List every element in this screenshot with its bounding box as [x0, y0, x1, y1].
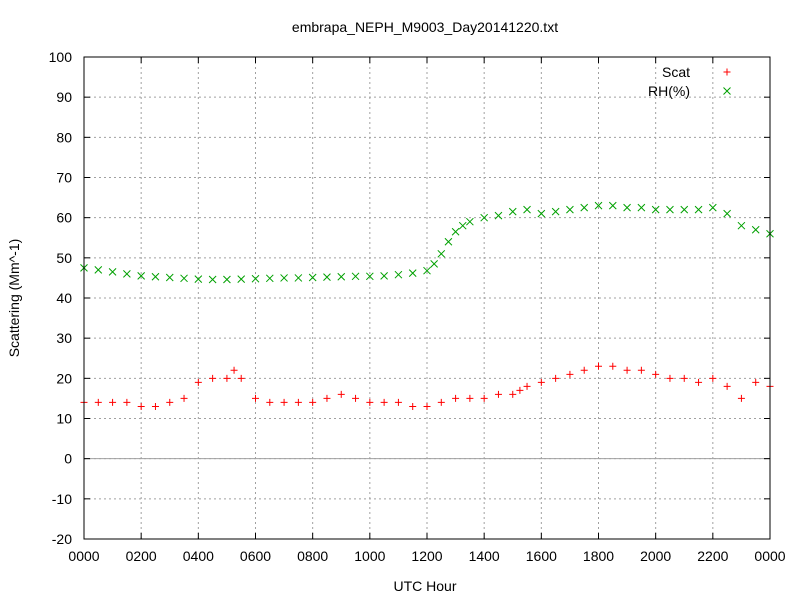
chart-title: embrapa_NEPH_M9003_Day20141220.txt — [292, 19, 558, 35]
x-tick-label: 0000 — [68, 548, 99, 564]
y-tick-label: 50 — [56, 250, 72, 266]
x-tick-label: 2200 — [697, 548, 728, 564]
y-tick-label: -10 — [52, 491, 72, 507]
x-tick-label: 1800 — [583, 548, 614, 564]
y-tick-label: 30 — [56, 330, 72, 346]
x-tick-label: 0800 — [297, 548, 328, 564]
y-tick-label: 20 — [56, 370, 72, 386]
x-tick-label: 1200 — [411, 548, 442, 564]
legend-label-scat: Scat — [662, 64, 690, 80]
y-tick-label: 60 — [56, 210, 72, 226]
y-tick-label: 10 — [56, 411, 72, 427]
x-tick-label: 0400 — [183, 548, 214, 564]
x-tick-label: 2000 — [640, 548, 671, 564]
x-tick-label: 1600 — [526, 548, 557, 564]
y-tick-label: 90 — [56, 89, 72, 105]
y-tick-label: -20 — [52, 531, 72, 547]
y-tick-label: 80 — [56, 129, 72, 145]
x-tick-label: 0000 — [754, 548, 785, 564]
x-tick-label: 0200 — [126, 548, 157, 564]
x-tick-label: 1400 — [469, 548, 500, 564]
x-tick-label: 0600 — [240, 548, 271, 564]
y-tick-label: 70 — [56, 170, 72, 186]
y-tick-label: 40 — [56, 290, 72, 306]
y-axis-label: Scattering (Mm^-1) — [6, 239, 22, 358]
y-tick-label: 0 — [64, 451, 72, 467]
y-tick-label: 100 — [49, 49, 73, 65]
x-axis-label: UTC Hour — [393, 578, 456, 594]
legend-label-rh: RH(%) — [648, 83, 690, 99]
x-tick-label: 1000 — [354, 548, 385, 564]
